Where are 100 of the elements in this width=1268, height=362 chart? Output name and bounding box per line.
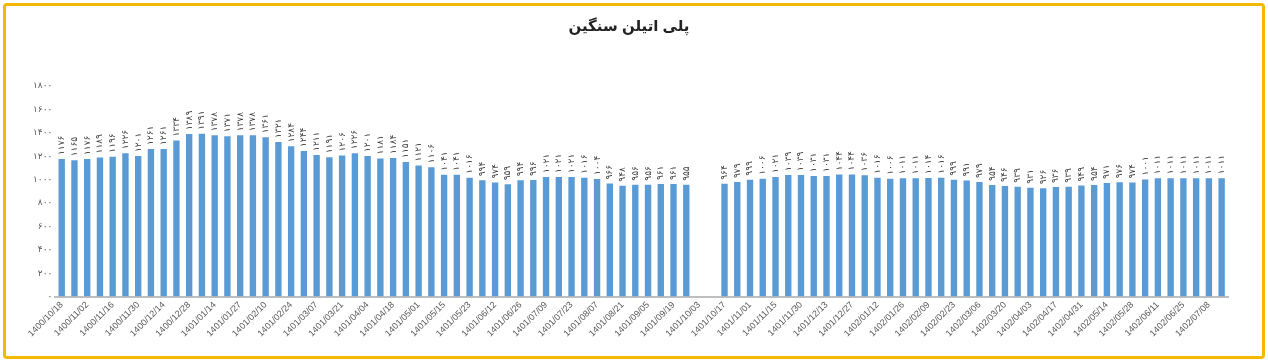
bar bbox=[326, 157, 333, 297]
bar bbox=[950, 179, 958, 297]
bar bbox=[657, 184, 664, 297]
data-label: ۱۲۰۱ bbox=[132, 132, 143, 153]
data-label: ۱۰۳۱ bbox=[808, 152, 819, 172]
data-label: ۱۱۸۴ bbox=[387, 134, 398, 155]
bar bbox=[440, 174, 448, 297]
y-tick-label: ۱۴۰۰ bbox=[32, 127, 53, 138]
bar bbox=[734, 182, 741, 297]
bar bbox=[377, 158, 384, 297]
bar bbox=[313, 154, 320, 297]
y-tick-label: ۶۰۰ bbox=[37, 220, 53, 231]
y-tick-label: ۱۲۰۰ bbox=[32, 150, 53, 161]
data-label: ۹۵۴ bbox=[1088, 166, 1099, 181]
data-label: ۱۳۶۱ bbox=[260, 114, 271, 134]
data-label: ۹۹۹ bbox=[744, 161, 755, 176]
bar bbox=[899, 178, 907, 297]
data-label: ۱۳۹۱ bbox=[196, 110, 207, 130]
data-label: ۹۶۴ bbox=[719, 165, 729, 180]
data-label: ۱۲۰۱ bbox=[362, 132, 373, 153]
bar bbox=[135, 156, 142, 297]
y-tick-label: ۰ bbox=[47, 291, 53, 301]
bar bbox=[96, 157, 104, 297]
data-label: ۹۹۶ bbox=[527, 161, 538, 177]
bar bbox=[262, 137, 269, 297]
bar bbox=[810, 175, 817, 297]
y-tick-label: ۱۰۰۰ bbox=[32, 174, 53, 185]
data-label: ۱۰۱۱ bbox=[1216, 154, 1227, 175]
y-tick-label: ۸۰۰ bbox=[37, 197, 53, 208]
data-label: ۱۲۲۶ bbox=[119, 129, 130, 150]
bar bbox=[874, 177, 881, 297]
data-label: ۱۰۲۱ bbox=[553, 153, 564, 174]
data-label: ۹۹۴ bbox=[515, 161, 526, 177]
bar bbox=[542, 177, 550, 297]
data-label: ۱۳۷۸ bbox=[234, 111, 245, 132]
data-label: ۹۶۶ bbox=[604, 164, 615, 180]
bar bbox=[1014, 186, 1021, 297]
bar bbox=[606, 183, 613, 297]
data-label: ۹۹۹ bbox=[948, 161, 959, 176]
data-label: ۹۲۶ bbox=[1037, 169, 1048, 185]
bar bbox=[236, 135, 244, 297]
bar bbox=[453, 174, 461, 297]
data-label: ۹۳۹ bbox=[1063, 168, 1074, 183]
bar bbox=[836, 174, 843, 297]
bar bbox=[989, 184, 996, 297]
bar bbox=[555, 177, 562, 297]
data-label: ۱۰۴۱ bbox=[451, 151, 462, 171]
data-label: ۱۰۱۱ bbox=[1203, 154, 1214, 175]
data-label: ۱۰۱۴ bbox=[922, 154, 933, 174]
bar bbox=[287, 146, 295, 297]
chart-title: پلی اتیلن سنگین bbox=[568, 17, 690, 37]
bar bbox=[530, 180, 537, 297]
bar bbox=[1141, 179, 1149, 297]
bar bbox=[797, 175, 805, 297]
data-label: ۹۷۴ bbox=[1126, 163, 1137, 179]
data-label: ۱۰۰۱ bbox=[1139, 156, 1150, 176]
data-label: ۱۰۱۱ bbox=[1152, 154, 1163, 175]
bar bbox=[963, 180, 970, 297]
bar bbox=[479, 180, 486, 297]
data-label: ۱۳۳۴ bbox=[170, 117, 181, 137]
data-label: ۹۷۹ bbox=[731, 163, 742, 179]
y-tick-label: ۴۰۰ bbox=[37, 244, 53, 255]
data-label: ۱۰۳۱ bbox=[820, 152, 831, 172]
bar bbox=[185, 134, 193, 297]
bar bbox=[147, 149, 155, 297]
bar bbox=[721, 183, 728, 297]
bar bbox=[887, 178, 894, 297]
data-label: ۱۰۲۱ bbox=[769, 153, 780, 174]
bar bbox=[1090, 184, 1098, 297]
data-label: ۹۹۴ bbox=[476, 161, 487, 177]
data-label: ۹۷۱ bbox=[1101, 164, 1112, 179]
bar bbox=[759, 178, 766, 297]
data-label: ۹۷۹ bbox=[973, 163, 984, 179]
bar bbox=[517, 180, 524, 297]
data-label: ۱۱۹۶ bbox=[107, 133, 118, 153]
bar bbox=[224, 136, 231, 297]
bar bbox=[198, 133, 206, 297]
bar bbox=[1167, 178, 1174, 297]
bar bbox=[71, 160, 78, 297]
bar bbox=[402, 161, 410, 297]
data-label: ۱۰۰۴ bbox=[591, 155, 602, 176]
bar bbox=[364, 156, 371, 297]
data-label: ۱۰۳۶ bbox=[859, 151, 870, 172]
bar bbox=[746, 179, 754, 297]
bar bbox=[632, 184, 639, 297]
data-label: ۱۰۰۶ bbox=[884, 155, 895, 175]
data-label: ۱۲۸۴ bbox=[285, 122, 296, 143]
data-label: ۹۵۵ bbox=[680, 166, 691, 181]
data-label: ۹۹۱ bbox=[961, 162, 972, 177]
data-label: ۱۲۶۱ bbox=[145, 125, 156, 146]
data-label: ۹۳۱ bbox=[1024, 169, 1035, 184]
bar bbox=[823, 175, 830, 297]
bar bbox=[1103, 182, 1111, 297]
bar bbox=[683, 184, 690, 297]
data-label: ۱۲۰۶ bbox=[336, 131, 347, 152]
bar bbox=[670, 184, 677, 297]
bar bbox=[1027, 187, 1034, 297]
data-label: ۱۱۵۱ bbox=[400, 138, 411, 158]
bar bbox=[1129, 182, 1136, 297]
data-label: ۱۰۱۶ bbox=[935, 154, 946, 174]
